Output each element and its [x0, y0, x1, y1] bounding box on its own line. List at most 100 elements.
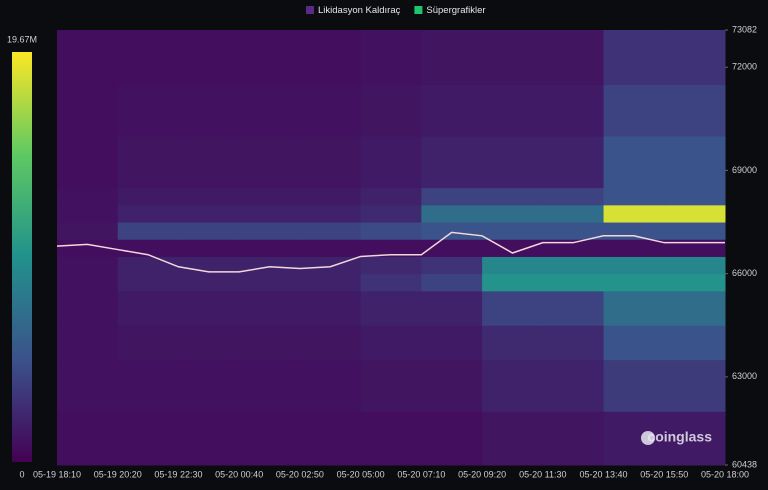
heat-cell [603, 187, 665, 206]
heat-cell [360, 256, 422, 275]
heat-cell [360, 136, 422, 189]
heat-cell [542, 273, 605, 292]
heat-cell [178, 290, 240, 326]
heat-cell [299, 290, 362, 326]
heat-cell [299, 136, 362, 189]
heat-cell [421, 290, 483, 326]
heat-cell [603, 84, 665, 137]
heat-cell [178, 204, 240, 223]
legend-swatch [414, 6, 423, 14]
y-tick-label: 69000 [732, 165, 757, 175]
heat-cell [603, 136, 665, 189]
heat-cell [299, 30, 362, 85]
heat-cell [117, 204, 179, 223]
colorbar-label: 0 [19, 469, 24, 479]
heat-cell [239, 325, 301, 361]
heat-cell [542, 256, 605, 275]
heat-cell [360, 290, 422, 326]
x-tick-label: 05-20 15:50 [640, 469, 688, 479]
heat-cell [482, 187, 544, 206]
heat-cell [117, 256, 179, 275]
heat-cell [482, 204, 544, 223]
heat-cell [664, 273, 726, 292]
heat-cell [299, 273, 362, 292]
heat-cell [239, 187, 301, 206]
x-tick-label: 05-19 22:30 [154, 469, 202, 479]
heat-cell [421, 136, 483, 189]
heat-cell [239, 359, 301, 412]
heat-cell [239, 256, 301, 275]
heat-cell [178, 30, 240, 85]
heat-cell [664, 30, 726, 85]
heat-cell [664, 84, 726, 137]
heat-cell [603, 359, 665, 412]
heat-cell [178, 84, 240, 137]
heat-cell [178, 325, 240, 361]
heat-cell [482, 222, 544, 240]
heat-cell [239, 30, 301, 85]
x-tick-label: 05-20 11:30 [519, 469, 566, 479]
heat-cell [664, 411, 726, 466]
heat-cell [482, 290, 544, 326]
heat-cell [542, 30, 605, 85]
heat-cell [117, 136, 179, 189]
heat-cell [178, 187, 240, 206]
heat-cell [482, 256, 544, 275]
heat-cell [57, 239, 119, 257]
heat-cell [57, 136, 119, 189]
heat-cell [178, 359, 240, 412]
heat-cell [239, 273, 301, 292]
heat-cell [117, 290, 179, 326]
heat-cell [360, 411, 422, 466]
heat-cell [57, 273, 119, 292]
y-tick-label: 73082 [732, 24, 757, 34]
heat-cell [482, 273, 544, 292]
heat-cell [57, 30, 119, 85]
heat-cell [117, 187, 179, 206]
x-tick-label: 05-20 00:40 [215, 469, 263, 479]
heat-cell [239, 411, 301, 466]
heat-cell [421, 359, 483, 412]
heat-cell [603, 204, 665, 223]
heat-cell [360, 30, 422, 85]
x-tick-label: 05-20 02:50 [276, 469, 324, 479]
legend-label: Süpergrafikler [426, 5, 485, 16]
heat-cell [57, 290, 119, 326]
heat-cell [360, 187, 422, 206]
heat-cell [421, 222, 483, 240]
heat-cell [239, 239, 301, 257]
heat-cell [239, 204, 301, 223]
heat-cell [299, 325, 362, 361]
heat-cell [239, 84, 301, 137]
heat-cell [117, 273, 179, 292]
x-tick-label: 05-20 09:20 [458, 469, 506, 479]
heat-cell [299, 411, 362, 466]
heat-cell [299, 359, 362, 412]
heat-cell [299, 222, 362, 240]
heat-cell [57, 359, 119, 412]
legend-label: Likidasyon Kaldıraç [318, 5, 401, 16]
x-tick-label: 05-19 20:20 [94, 469, 142, 479]
heat-cell [299, 187, 362, 206]
heat-cell [664, 359, 726, 412]
heat-cell [664, 204, 726, 223]
heat-cell [542, 239, 605, 257]
heat-cell [664, 222, 726, 240]
heat-cell [57, 204, 119, 223]
heat-cell [664, 187, 726, 206]
heat-cell [421, 204, 483, 223]
heat-cell [664, 136, 726, 189]
heat-cell [542, 222, 605, 240]
heat-cell [421, 30, 483, 85]
heat-cell [299, 204, 362, 223]
heat-cell [603, 290, 665, 326]
price-line [56, 231, 725, 273]
heat-cell [421, 273, 483, 292]
heat-cell [117, 84, 179, 137]
heat-cell [360, 222, 422, 240]
heat-cell [360, 204, 422, 223]
heat-cell [178, 411, 240, 466]
heat-cell [57, 84, 119, 137]
heat-cell [178, 273, 240, 292]
heat-cell [603, 222, 665, 240]
